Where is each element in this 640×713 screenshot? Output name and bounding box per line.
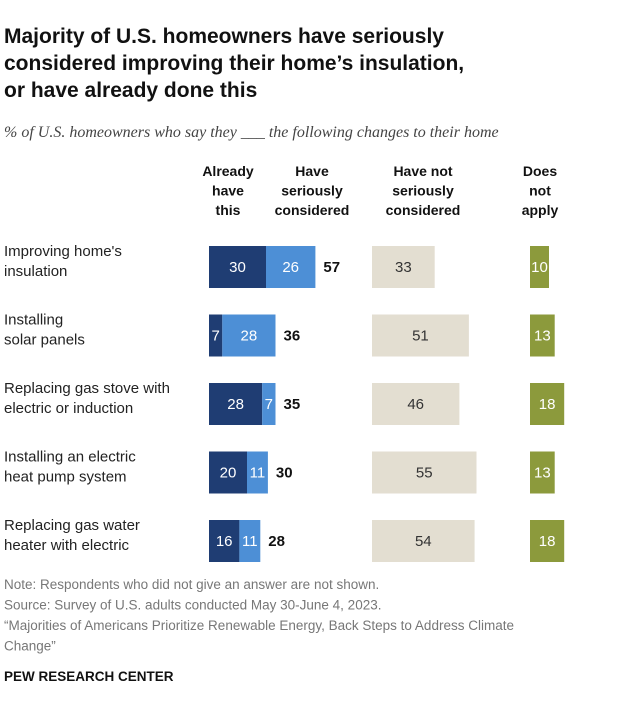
category-label: Replacing gas stove with electric or indu… <box>4 380 170 417</box>
net-label: 30 <box>276 464 293 481</box>
bar <box>222 314 276 357</box>
category-label: Improving home's insulation <box>4 243 122 280</box>
bar <box>209 520 240 562</box>
column-header: Have not seriously considered <box>386 163 461 218</box>
bar <box>372 246 435 288</box>
brand: PEW RESEARCH CENTER <box>4 669 174 684</box>
value-label: 18 <box>539 533 556 550</box>
value-label: 18 <box>539 396 556 413</box>
value-label: 20 <box>220 464 237 481</box>
value-label: 33 <box>395 259 412 276</box>
category-label: Replacing gas water heater with electric <box>4 517 140 554</box>
value-label: 13 <box>534 327 551 344</box>
note: “Majorities of Americans Prioritize Rene… <box>4 618 514 654</box>
bar <box>372 451 477 494</box>
value-label: 10 <box>531 259 548 276</box>
value-label: 28 <box>241 327 258 344</box>
value-label: 54 <box>415 533 432 550</box>
bar <box>530 246 549 288</box>
bar <box>266 246 316 288</box>
value-label: 28 <box>227 396 244 413</box>
value-label: 7 <box>211 327 219 344</box>
value-label: 7 <box>265 396 273 413</box>
bar <box>372 520 475 562</box>
bar <box>209 246 266 288</box>
value-label: 55 <box>416 464 433 481</box>
value-label: 26 <box>282 259 299 276</box>
bar <box>530 520 565 562</box>
value-label: 51 <box>412 327 429 344</box>
bar <box>372 314 469 357</box>
net-label: 36 <box>284 327 301 344</box>
note: Source: Survey of U.S. adults conducted … <box>4 597 381 612</box>
column-header: Does not apply <box>522 163 559 218</box>
value-label: 30 <box>229 259 246 276</box>
bar <box>209 314 223 357</box>
bar <box>530 314 555 357</box>
bar <box>372 383 460 425</box>
column-header: Already have this <box>202 163 254 218</box>
chart-subtitle: % of U.S. homeowners who say they ___ th… <box>4 124 499 141</box>
bar <box>247 451 268 494</box>
net-label: 28 <box>268 533 285 550</box>
value-label: 11 <box>242 533 258 550</box>
bar <box>209 383 263 425</box>
category-label: Installing an electric heat pump system <box>4 448 136 485</box>
note: Note: Respondents who did not give an an… <box>4 577 379 592</box>
value-label: 11 <box>250 464 266 481</box>
column-header: Have seriously considered <box>275 163 350 218</box>
chart-title: Majority of U.S. homeowners have serious… <box>4 25 464 102</box>
category-label: Installing solar panels <box>4 311 85 348</box>
value-label: 46 <box>407 396 424 413</box>
net-label: 57 <box>323 259 340 276</box>
value-label: 13 <box>534 464 551 481</box>
value-label: 16 <box>216 533 233 550</box>
bar <box>530 451 555 494</box>
bar <box>209 451 247 494</box>
bar <box>530 383 565 425</box>
net-label: 35 <box>284 396 301 413</box>
bar <box>262 383 276 425</box>
bar <box>239 520 261 562</box>
